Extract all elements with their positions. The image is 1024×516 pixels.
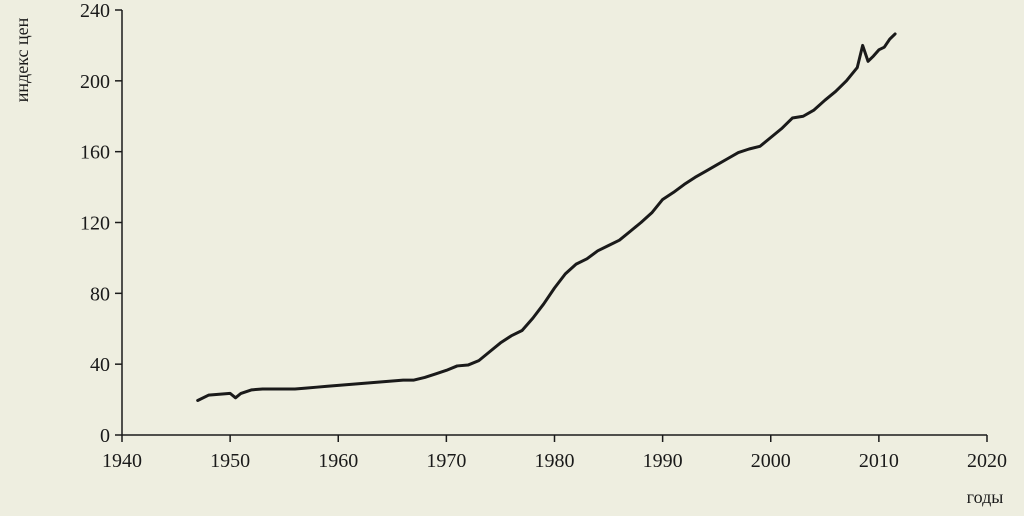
x-tick-label: 1970 [426, 450, 466, 472]
y-tick-label: 200 [80, 71, 110, 93]
x-axis-title: годы [967, 487, 1004, 507]
x-tick-label: 2010 [859, 450, 899, 472]
y-tick-label: 40 [90, 354, 110, 376]
y-axis-title: индекс цен [12, 17, 32, 102]
series-line [196, 32, 897, 402]
x-tick-label: 1940 [102, 450, 142, 472]
plot-area [196, 32, 897, 402]
y-tick-label: 240 [80, 0, 110, 22]
x-tick-label: 1990 [643, 450, 683, 472]
y-tick-label: 0 [100, 425, 110, 447]
x-tick-label: 2000 [751, 450, 791, 472]
y-tick-label: 80 [90, 283, 110, 305]
x-tick-label: 1950 [210, 450, 250, 472]
y-tick-label: 120 [80, 213, 110, 235]
axes [121, 10, 987, 436]
ticks: 0 40 80 120 160 200 240 1940 1950 1960 1970 1980 199… [80, 0, 1007, 472]
y-tick-label: 160 [80, 142, 110, 164]
x-tick-label: 1960 [318, 450, 358, 472]
x-tick-label: 2020 [967, 450, 1007, 472]
x-tick-label: 1980 [535, 450, 575, 472]
